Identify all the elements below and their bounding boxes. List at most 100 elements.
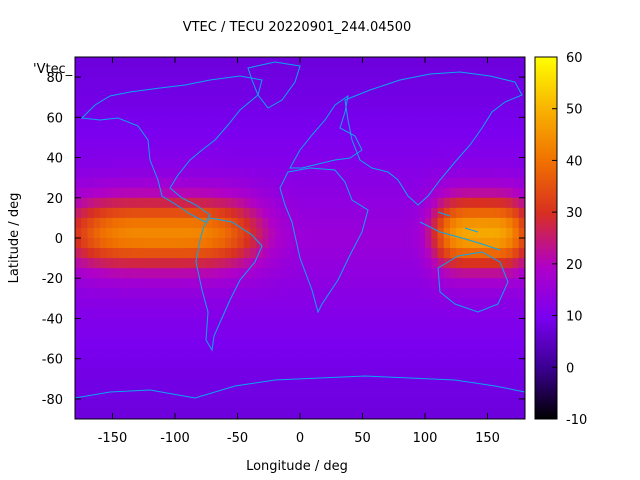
heatmap-cell (375, 258, 382, 269)
heatmap-cell (387, 388, 395, 400)
heatmap-cell (106, 348, 114, 360)
heatmap-cell (462, 157, 470, 169)
heatmap-cell (475, 187, 482, 199)
heatmap-cell (200, 77, 207, 88)
heatmap-cell (187, 318, 195, 330)
heatmap-cell (393, 177, 401, 189)
heatmap-cell (406, 298, 414, 309)
heatmap-cell (468, 147, 476, 159)
heatmap-cell (168, 408, 176, 419)
heatmap-cell (100, 207, 107, 219)
heatmap-cell (206, 328, 214, 340)
heatmap-cell (475, 378, 482, 390)
heatmap-cell (368, 398, 376, 410)
heatmap-cell (375, 107, 382, 118)
heatmap-cell (450, 368, 457, 380)
heatmap-cell (131, 298, 139, 309)
heatmap-cell (506, 278, 514, 289)
heatmap-cell (306, 408, 314, 419)
heatmap-cell (137, 167, 145, 179)
heatmap-cell (87, 147, 95, 159)
heatmap-cell (506, 187, 514, 199)
heatmap-cell (237, 408, 245, 419)
heatmap-cell (500, 97, 507, 108)
heatmap-cell (337, 177, 345, 189)
heatmap-cell (456, 298, 464, 309)
heatmap-cell (231, 278, 239, 289)
heatmap-cell (231, 398, 239, 410)
heatmap-cell (268, 258, 276, 269)
heatmap-cell (131, 308, 139, 320)
heatmap-cell (350, 278, 357, 289)
heatmap-cell (450, 147, 457, 159)
heatmap-cell (487, 248, 495, 259)
heatmap-cell (268, 67, 276, 78)
heatmap-cell (337, 308, 345, 320)
heatmap-cell (475, 197, 482, 209)
heatmap-cell (518, 77, 525, 88)
heatmap-cell (468, 77, 476, 88)
y-tick-label: 40 (46, 152, 63, 167)
heatmap-cell (300, 368, 307, 380)
heatmap-cell (375, 358, 382, 370)
heatmap-cell (137, 388, 145, 400)
heatmap-cell (162, 398, 170, 410)
heatmap-cell (412, 107, 420, 118)
heatmap-cell (475, 147, 482, 159)
heatmap-cell (412, 408, 420, 419)
heatmap-cell (325, 87, 332, 98)
heatmap-cell (81, 87, 89, 98)
heatmap-cell (106, 298, 114, 309)
heatmap-cell (262, 77, 270, 88)
heatmap-cell (93, 157, 101, 169)
colorbar-tick-label: 10 (566, 310, 583, 325)
heatmap-cell (112, 187, 120, 199)
heatmap-cell (493, 268, 501, 279)
heatmap-cell (318, 288, 326, 299)
heatmap-cell (412, 308, 420, 320)
heatmap-cell (462, 117, 470, 128)
heatmap-cell (268, 388, 276, 400)
heatmap-cell (337, 278, 345, 289)
heatmap-cell (193, 127, 201, 139)
heatmap-cell (81, 217, 89, 229)
heatmap-cell (368, 358, 376, 370)
heatmap-cell (331, 107, 339, 118)
heatmap-cell (456, 147, 464, 159)
heatmap-cell (406, 197, 414, 209)
heatmap-cell (362, 268, 370, 279)
heatmap-cell (437, 368, 445, 380)
heatmap-cell (206, 368, 214, 380)
heatmap-cell (100, 127, 107, 139)
heatmap-cell (481, 177, 489, 189)
heatmap-cell (443, 338, 451, 350)
heatmap-cell (125, 278, 132, 289)
heatmap-cell (137, 238, 145, 249)
heatmap-cell (200, 258, 207, 269)
heatmap-cell (500, 197, 507, 209)
heatmap-cell (381, 248, 389, 259)
heatmap-cell (318, 258, 326, 269)
heatmap-cell (431, 87, 439, 98)
heatmap-cell (118, 318, 126, 330)
heatmap-cell (381, 308, 389, 320)
heatmap-cell (106, 127, 114, 139)
heatmap-cell (406, 177, 414, 189)
heatmap-cell (437, 268, 445, 279)
heatmap-cell (406, 167, 414, 179)
heatmap-cell (81, 197, 89, 209)
heatmap-cell (368, 338, 376, 350)
heatmap-cell (181, 117, 189, 128)
heatmap-cell (187, 147, 195, 159)
heatmap-cell (437, 67, 445, 78)
heatmap-cell (300, 87, 307, 98)
heatmap-cell (287, 147, 295, 159)
heatmap-cell (500, 348, 507, 360)
heatmap-cell (118, 268, 126, 279)
heatmap-cell (137, 57, 145, 68)
heatmap-cell (518, 328, 525, 340)
heatmap-cell (487, 408, 495, 419)
heatmap-cell (412, 378, 420, 390)
heatmap-cell (150, 167, 157, 179)
heatmap-cell (262, 258, 270, 269)
